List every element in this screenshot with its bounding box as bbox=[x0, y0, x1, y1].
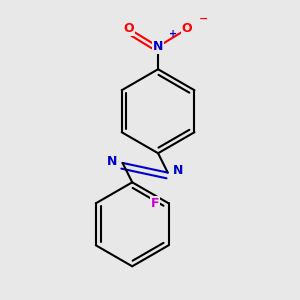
Text: +: + bbox=[169, 29, 177, 39]
Text: N: N bbox=[172, 164, 183, 178]
Text: −: − bbox=[199, 14, 208, 24]
Text: O: O bbox=[124, 22, 134, 35]
Text: N: N bbox=[153, 40, 163, 53]
Text: F: F bbox=[150, 197, 159, 210]
Text: O: O bbox=[182, 22, 193, 35]
Text: N: N bbox=[107, 155, 118, 168]
